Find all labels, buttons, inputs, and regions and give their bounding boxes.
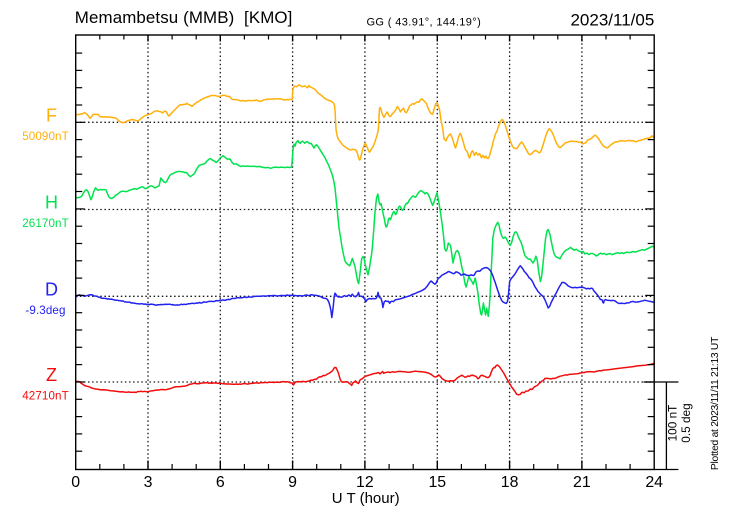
svg-text:3: 3 (144, 474, 153, 491)
svg-text:2023/11/05: 2023/11/05 (570, 11, 654, 30)
svg-text:24: 24 (645, 474, 663, 491)
svg-text:-9.3deg: -9.3deg (25, 304, 65, 317)
svg-text:F: F (46, 106, 57, 126)
svg-text:21: 21 (573, 474, 591, 491)
svg-text:Plotted at 2023/11/11 21:13 UT: Plotted at 2023/11/11 21:13 UT (710, 336, 721, 470)
svg-text:100 nT: 100 nT (666, 405, 680, 442)
svg-text:Memambetsu (MMB) [KMO]: Memambetsu (MMB) [KMO] (75, 8, 293, 27)
svg-text:12: 12 (356, 474, 374, 491)
svg-text:0: 0 (71, 474, 80, 491)
svg-text:0.5 deg: 0.5 deg (679, 403, 693, 442)
svg-text:18: 18 (501, 474, 519, 491)
svg-text:50090nT: 50090nT (22, 130, 69, 143)
svg-text:15: 15 (428, 474, 446, 491)
svg-text:D: D (45, 280, 58, 300)
svg-text:42710nT: 42710nT (22, 390, 69, 403)
svg-text:U T (hour): U T (hour) (332, 490, 400, 507)
svg-text:GG ( 43.91°, 144.19°): GG ( 43.91°, 144.19°) (367, 16, 482, 28)
svg-text:9: 9 (288, 474, 297, 491)
svg-text:26170nT: 26170nT (22, 217, 69, 230)
svg-text:Z: Z (46, 365, 57, 385)
svg-text:6: 6 (216, 474, 225, 491)
svg-text:H: H (45, 193, 58, 213)
